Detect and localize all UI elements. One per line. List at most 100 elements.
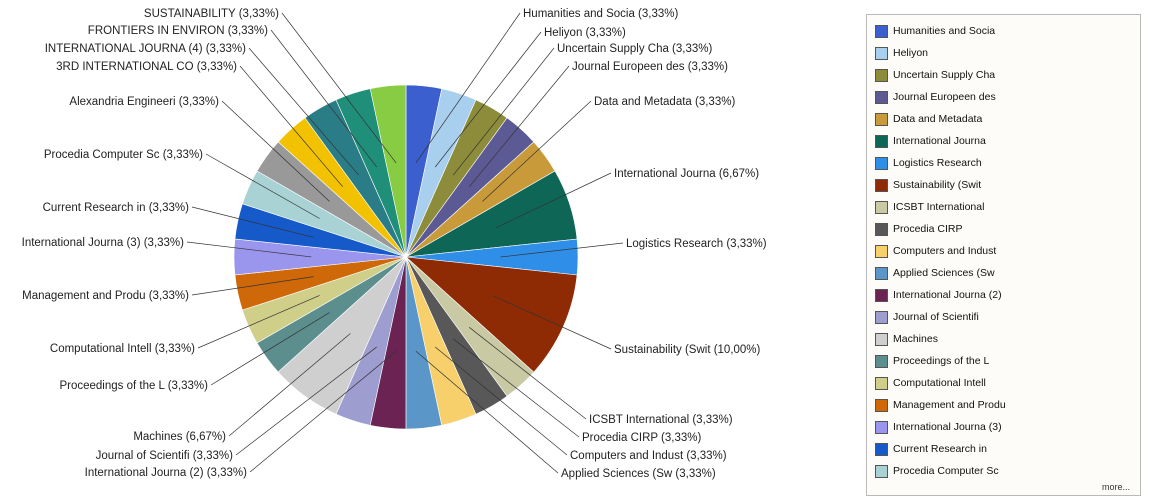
legend-label: Journal of Scientifi [893,311,979,323]
legend-swatch [875,24,888,38]
legend-item: Uncertain Supply Cha [875,67,995,83]
slice-label: Uncertain Supply Cha (3,33%) [557,43,712,55]
legend-item: International Journa (3) [875,419,1002,435]
slice-label: Humanities and Socia (3,33%) [523,8,678,20]
legend-label: Procedia CIRP [893,223,963,235]
leader-line [191,276,314,296]
legend-label: Journal Europeen des [893,91,996,103]
legend-swatch [875,332,888,346]
leader-line [205,153,320,219]
legend-swatch [875,178,888,192]
legend-swatch [875,68,888,82]
legend-swatch [875,200,888,214]
chart-legend: Humanities and Socia Heliyon Uncertain Sup… [866,14,1141,496]
leader-line [281,12,397,164]
legend-label: Machines [893,333,938,345]
legend-swatch [875,420,888,434]
legend-item: Procedia Computer Sc [875,463,999,479]
legend-swatch [875,90,888,104]
slice-label: Machines (6,67%) [133,431,226,443]
slice-label: International Journa (6,67%) [614,168,759,180]
slice-label: Data and Metadata (3,33%) [594,96,735,108]
slice-label: International Journa (2) (3,33%) [85,467,248,479]
legend-item: Journal of Scientifi [875,309,979,325]
legend-label: Proceedings of the L [893,355,990,367]
leader-line [500,242,624,258]
legend-label: International Journa (2) [893,289,1002,301]
slice-label: INTERNATIONAL JOURNA (4) (3,33%) [45,43,246,55]
legend-more-link[interactable]: more... [1101,482,1130,492]
leader-line [482,100,592,202]
legend-swatch [875,288,888,302]
legend-swatch [875,156,888,170]
slice-label: Procedia Computer Sc (3,33%) [44,149,203,161]
legend-label: International Journa (3) [893,421,1002,433]
leader-line [434,346,568,456]
legend-swatch [875,134,888,148]
legend-item: Applied Sciences (Sw [875,265,995,281]
slice-label: FRONTIERS IN ENVIRON (3,33%) [88,25,268,37]
legend-label: Logistics Research [893,157,982,169]
leader-line [197,295,320,349]
pie-chart: Humanities and Socia (3,33%) Heliyon (3,3… [22,8,767,480]
leader-line [210,312,330,386]
slice-label: Computational Intell (3,33%) [50,343,195,355]
legend-item: Machines [875,331,938,347]
leader-line [453,47,555,176]
leader-line [191,206,314,238]
leader-line [239,65,343,187]
legend-swatch [875,464,888,478]
legend-label: Management and Produ [893,399,1006,411]
legend-label: ICSBT International [893,201,985,213]
legend-item: International Journa [875,133,986,149]
leader-line [235,346,377,456]
legend-label: Computational Intell [893,377,986,389]
legend-label: Humanities and Socia [893,25,996,37]
legend-label: Sustainability (Swit [893,179,982,191]
slice-label: Management and Produ (3,33%) [22,290,189,302]
legend-swatch [875,310,888,324]
slice-label: Sustainability (Swit (10,00%) [614,344,761,356]
slice-label: Alexandria Engineeri (3,33%) [69,96,219,108]
legend-label: Heliyon [893,47,929,59]
slice-label: Current Research in (3,33%) [43,202,190,214]
legend-item: Heliyon [875,45,928,61]
slice-label: 3RD INTERNATIONAL CO (3,33%) [56,61,237,73]
legend-label: Procedia Computer Sc [893,465,999,477]
slice-label: Heliyon (3,33%) [544,27,626,39]
legend-swatch [875,112,888,126]
slice-label: Procedia CIRP (3,33%) [582,432,701,444]
leader-line [415,12,521,164]
legend-label: International Journa [893,135,986,147]
slice-label: SUSTAINABILITY (3,33%) [144,8,279,20]
legend-label: Current Research in [893,443,987,455]
leader-line [492,295,612,350]
legend-swatch [875,222,888,236]
slice-label: Logistics Research (3,33%) [626,238,767,250]
leader-line [186,241,312,258]
legend-label: Uncertain Supply Cha [893,69,996,81]
slice-label: Journal of Scientifi (3,33%) [96,450,234,462]
legend-label: Applied Sciences (Sw [893,267,995,279]
legend-label: Data and Metadata [893,113,983,125]
slice-label: Proceedings of the L (3,33%) [59,380,208,392]
leader-line [434,31,542,168]
legend-item: Computational Intell [875,375,986,391]
pie-slice [369,84,407,258]
legend-label: Computers and Indust [893,245,997,257]
legend-swatch [875,266,888,280]
legend-swatch [875,376,888,390]
legend-item: Humanities and Socia [875,23,995,39]
leader-line [270,29,378,168]
legend-item: Computers and Indust [875,243,996,259]
leader-line [453,338,580,438]
legend-item: Management and Produ [875,397,1006,413]
legend-item: Procedia CIRP [875,221,962,237]
legend-swatch [875,46,888,60]
legend-swatch [875,442,888,456]
legend-item: Sustainability (Swit [875,177,981,193]
legend-item: Data and Metadata [875,111,982,127]
legend-item: Current Research in [875,441,987,457]
slice-label: International Journa (3) (3,33%) [22,237,185,249]
leader-line [248,47,359,176]
